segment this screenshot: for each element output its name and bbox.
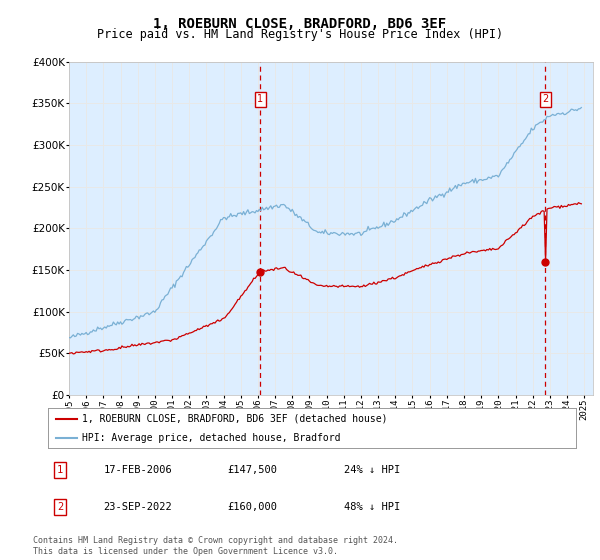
Text: 1: 1 <box>57 465 63 475</box>
Text: 17-FEB-2006: 17-FEB-2006 <box>103 465 172 475</box>
Text: 1: 1 <box>257 94 263 104</box>
Text: 2: 2 <box>542 94 548 104</box>
Text: 23-SEP-2022: 23-SEP-2022 <box>103 502 172 512</box>
Text: 24% ↓ HPI: 24% ↓ HPI <box>344 465 400 475</box>
Text: 1, ROEBURN CLOSE, BRADFORD, BD6 3EF (detached house): 1, ROEBURN CLOSE, BRADFORD, BD6 3EF (det… <box>82 414 388 423</box>
Text: Contains HM Land Registry data © Crown copyright and database right 2024.
This d: Contains HM Land Registry data © Crown c… <box>33 536 398 556</box>
Text: Price paid vs. HM Land Registry's House Price Index (HPI): Price paid vs. HM Land Registry's House … <box>97 28 503 41</box>
Text: 48% ↓ HPI: 48% ↓ HPI <box>344 502 400 512</box>
Text: 2: 2 <box>57 502 63 512</box>
Text: £147,500: £147,500 <box>227 465 278 475</box>
Text: HPI: Average price, detached house, Bradford: HPI: Average price, detached house, Brad… <box>82 433 341 443</box>
Text: £160,000: £160,000 <box>227 502 278 512</box>
Text: 1, ROEBURN CLOSE, BRADFORD, BD6 3EF: 1, ROEBURN CLOSE, BRADFORD, BD6 3EF <box>154 17 446 31</box>
